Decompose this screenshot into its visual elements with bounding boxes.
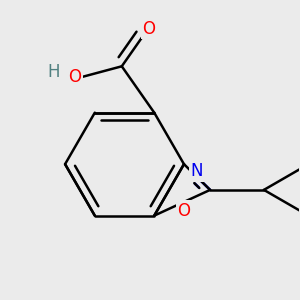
Text: H: H [48, 63, 60, 81]
Text: N: N [191, 162, 203, 180]
Text: O: O [142, 20, 155, 38]
Text: O: O [177, 202, 190, 220]
Text: O: O [69, 68, 82, 86]
